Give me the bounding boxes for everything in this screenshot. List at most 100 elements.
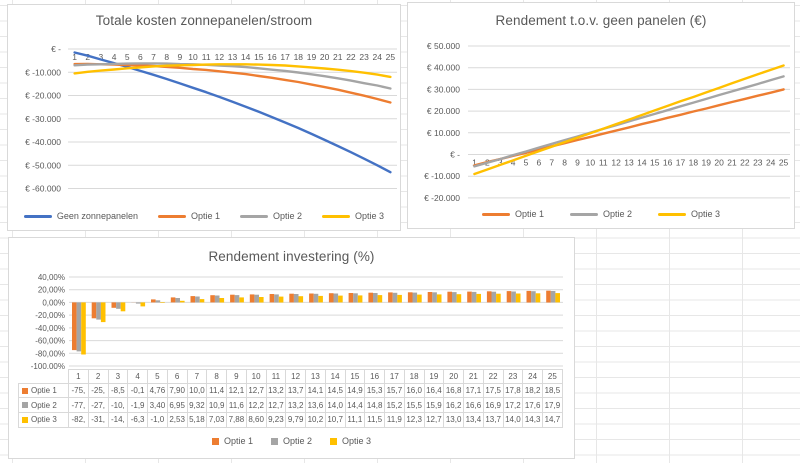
table-header-cell: 19 — [424, 369, 445, 384]
chart-rendement-investering[interactable]: Rendement investering (%) 40,00% 20,00% 0,… — [8, 237, 575, 459]
series-line — [73, 62, 392, 90]
bar — [151, 299, 156, 303]
axis-label: -100,00% — [31, 362, 65, 371]
table-cell: 12,7 — [246, 383, 267, 399]
bar — [210, 295, 215, 303]
bar — [388, 292, 393, 303]
table-cell: -27, — [88, 398, 109, 414]
bar — [531, 291, 536, 303]
table-cell: -6,3 — [128, 413, 148, 428]
table-cell: 18,2 — [523, 383, 543, 399]
bar — [140, 302, 146, 307]
table-cell: 16,0 — [404, 383, 425, 399]
axis-label: -20,00% — [35, 311, 65, 320]
table-cell: 2,53 — [167, 413, 188, 428]
table-cell: 16,4 — [424, 383, 445, 399]
axis-label: 11 — [599, 158, 608, 168]
bar — [427, 292, 433, 303]
table-header-cell: 24 — [523, 369, 543, 384]
optie-3-line-swatch-icon — [658, 212, 687, 216]
axis-label: 2 — [85, 52, 90, 62]
data-table: 1 2 3 4 5 6 7 8 9 10 11 12 13 14 15 16 17 18 19 20 21 22 23 24 2… — [18, 369, 563, 428]
bar — [357, 295, 363, 303]
bar — [515, 293, 521, 303]
axis-label: € 20.000 — [427, 106, 460, 116]
rendement-euro-plot-area: € 50.000 € 40.000 € 30.000 € 20.000 € 10.000… — [424, 41, 790, 203]
table-header-cell: 9 — [227, 369, 247, 384]
axis-label: 40,00% — [38, 273, 65, 282]
table-cell: -25, — [88, 383, 109, 399]
bar — [234, 295, 240, 303]
bar — [412, 292, 418, 303]
axis-label: 4 — [112, 52, 117, 62]
bar — [100, 302, 106, 323]
series-swatch-icon — [22, 402, 28, 409]
table-cell: 11,9 — [385, 413, 405, 428]
table-cell: 10,0 — [187, 383, 208, 399]
bar — [309, 293, 314, 303]
table-cell: 17,6 — [523, 398, 543, 414]
bar — [486, 291, 492, 303]
legend-label: Optie 3 — [342, 436, 372, 446]
table-cell: 11,6 — [227, 398, 247, 414]
table-cell: -14, — [108, 413, 129, 428]
series-line — [73, 62, 392, 104]
bar — [219, 298, 225, 303]
table-header-cell: 2 — [88, 369, 109, 384]
series-line — [73, 51, 392, 174]
bar — [407, 292, 413, 303]
axis-label: € 10.000 — [427, 128, 460, 138]
axis-label: -60,00% — [35, 337, 65, 346]
table-cell: 7,88 — [227, 413, 247, 428]
legend-label: Optie 1 — [223, 436, 253, 446]
table-cell: 9,23 — [266, 413, 287, 428]
bar — [550, 291, 556, 303]
axis-label: 15 — [650, 158, 660, 168]
bar — [348, 293, 354, 303]
table-cell: 10,9 — [207, 398, 227, 414]
axis-label: 6 — [536, 158, 541, 168]
legend-item-optie-2: Optie 2 — [569, 209, 632, 219]
series-line — [473, 88, 785, 167]
series-name: Optie 1 — [31, 386, 57, 396]
table-cell: 8,60 — [246, 413, 267, 428]
axis-label: 18 — [294, 52, 304, 62]
axis-label: 5 — [125, 52, 130, 62]
table-cell: -1,9 — [128, 398, 148, 414]
axis-label: 15 — [254, 52, 264, 62]
legend-label: Optie 1 — [514, 209, 544, 219]
axis-label: 1 — [472, 158, 477, 168]
table-corner-cell — [18, 369, 69, 384]
table-cell: 13,2 — [266, 383, 287, 399]
table-header-cell: 1 — [69, 369, 89, 384]
bar — [155, 300, 161, 303]
table-cell: 13,0 — [444, 413, 464, 428]
table-cell: 16,6 — [464, 398, 484, 414]
optie-2-line-swatch-icon — [240, 214, 269, 218]
table-cell: -0,1 — [128, 383, 148, 399]
optie-3-line-swatch-icon — [322, 214, 351, 218]
table-header-cell: 4 — [128, 369, 148, 384]
table-cell: 17,9 — [543, 398, 563, 414]
table-cell: 13,4 — [464, 413, 484, 428]
axis-label: € - — [51, 44, 61, 54]
bar — [546, 290, 551, 303]
bar — [471, 291, 477, 303]
table-cell: 18,5 — [543, 383, 563, 399]
bar — [239, 297, 244, 303]
chart-totale-kosten[interactable]: Totale kosten zonnepanelen/stroom € - € -… — [7, 4, 401, 231]
axis-label: 13 — [228, 52, 238, 62]
axis-label: 20 — [320, 52, 330, 62]
legend-item-optie-3: Optie 3 — [658, 209, 720, 219]
table-cell: 14,4 — [345, 398, 366, 414]
series-swatch-icon — [22, 387, 28, 394]
bar — [278, 296, 284, 303]
chart-rendement-euro[interactable]: Rendement t.o.v. geen panelen (€) € 50.0… — [407, 2, 795, 229]
table-cell: 17,5 — [483, 383, 504, 399]
legend-label: Optie 1 — [190, 211, 221, 221]
axis-label: € -50.000 — [25, 160, 61, 170]
table-header-cell: 13 — [306, 369, 326, 384]
table-cell: 6,95 — [167, 398, 188, 414]
axis-label: 20,00% — [38, 286, 65, 295]
table-cell: 16,2 — [444, 398, 464, 414]
